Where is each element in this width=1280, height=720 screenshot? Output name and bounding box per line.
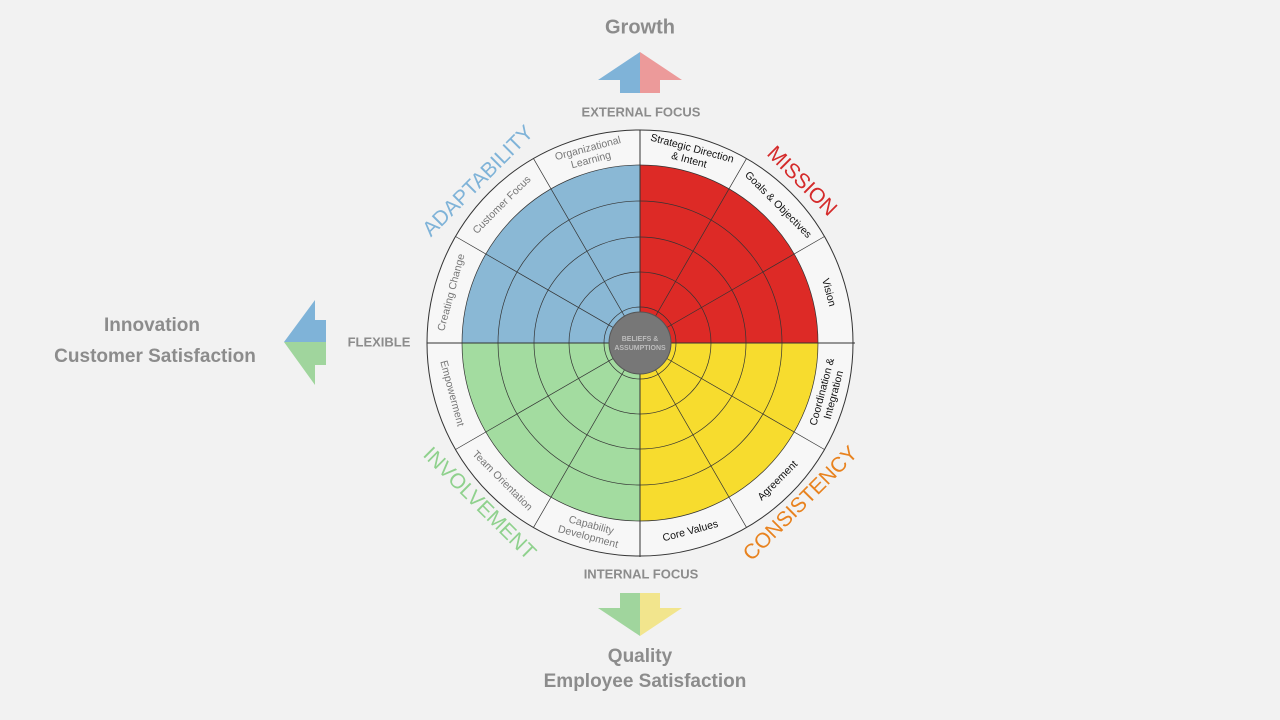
quadrant: [640, 343, 818, 521]
divider: [455, 236, 641, 344]
arrow-up-left: [598, 52, 640, 93]
quadrant: [640, 165, 818, 343]
internal-focus: INTERNAL FOCUS: [584, 566, 699, 581]
arrow-down-left: [598, 593, 640, 636]
arrow-left-top: [284, 300, 326, 342]
external-focus: EXTERNAL FOCUS: [582, 104, 701, 119]
arrow-down-right: [640, 593, 682, 636]
bottom-label: Quality: [608, 646, 673, 667]
left-label: Customer Satisfaction: [54, 346, 256, 367]
divider: [533, 158, 641, 344]
divider: [639, 158, 747, 344]
center-label: BELIEFS &: [622, 336, 659, 343]
center-circle: [608, 311, 672, 375]
divider: [533, 342, 641, 528]
quadrant: [462, 343, 640, 521]
flexible: FLEXIBLE: [348, 334, 411, 349]
divider: [455, 342, 641, 450]
left-label: Innovation: [104, 315, 200, 336]
center-label: ASSUMPTIONS: [614, 345, 666, 352]
divider: [639, 342, 747, 528]
divider: [639, 342, 825, 450]
arrow-left-bottom: [284, 342, 326, 385]
divider: [639, 236, 825, 344]
quadrant: [462, 165, 640, 343]
top-label: Growth: [605, 16, 675, 38]
arrow-up-right: [640, 52, 682, 93]
bottom-label: Employee Satisfaction: [544, 671, 747, 692]
